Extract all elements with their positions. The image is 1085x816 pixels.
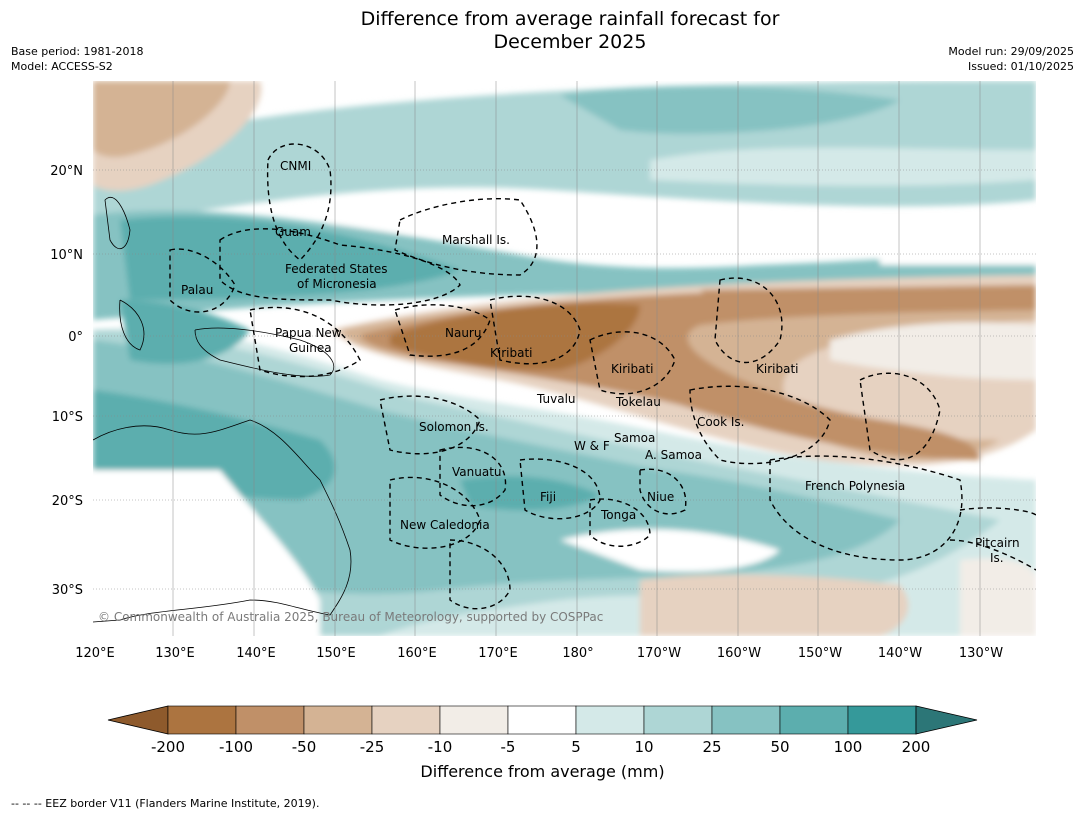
colorbar-tick-label: 10 — [634, 738, 653, 756]
colorbar-tick-label: 5 — [571, 738, 581, 756]
metadata-right: Model run: 29/09/2025 Issued: 01/10/2025 — [948, 44, 1074, 74]
label-wallis-futuna: W & F — [574, 439, 610, 453]
label-kiribati-central: Kiribati — [611, 362, 653, 376]
colorbar-tick-label: 50 — [770, 738, 789, 756]
lon-label: 130°W — [959, 646, 1003, 661]
eez-footnote: -- -- -- EEZ border V11 (Flanders Marine… — [11, 797, 320, 810]
colorbar-tick-label: -100 — [219, 738, 253, 756]
issued-date: Issued: 01/10/2025 — [967, 60, 1074, 73]
lon-label: 140°E — [236, 646, 276, 661]
graticule — [93, 81, 1036, 636]
label-cnmi: CNMI — [280, 159, 311, 173]
colorbar: -200 -100 -50 -25 -10 -5 5 10 25 50 100 200 — [107, 705, 978, 756]
label-vanuatu: Vanuatu — [452, 465, 502, 479]
model-name: Model: ACCESS-S2 — [11, 60, 113, 73]
lat-label: 0° — [68, 330, 83, 345]
colorbar-segment — [439, 705, 509, 735]
lon-label: 180° — [562, 646, 593, 661]
lon-label: 170°E — [478, 646, 518, 661]
label-fsm-2: of Micronesia — [297, 277, 377, 291]
colorbar-extend-high — [915, 705, 978, 735]
colorbar-tick-label: -5 — [501, 738, 516, 756]
lon-label: 120°E — [75, 646, 115, 661]
label-new-caledonia: New Caledonia — [400, 518, 490, 532]
lat-label: 10°N — [50, 248, 83, 263]
longitude-labels: 120°E 130°E 140°E 150°E 160°E 170°E 180°… — [75, 646, 1003, 661]
label-kiribati-east: Kiribati — [756, 362, 798, 376]
label-french-polynesia: French Polynesia — [805, 479, 905, 493]
copyright-notice: © Commonwealth of Australia 2025, Bureau… — [98, 610, 603, 624]
colorbar-segment — [711, 705, 781, 735]
label-tonga: Tonga — [600, 508, 636, 522]
lat-label: 20°S — [52, 494, 83, 509]
colorbar-segment — [507, 705, 577, 735]
colorbar-tick-label: 100 — [834, 738, 863, 756]
label-fiji: Fiji — [540, 490, 556, 504]
colorbar-extend-low — [107, 705, 169, 735]
label-samoa: Samoa — [614, 431, 655, 445]
label-tokelau: Tokelau — [615, 395, 661, 409]
colorbar-tick-label: -50 — [292, 738, 317, 756]
label-niue: Niue — [647, 490, 674, 504]
lon-label: 140°W — [878, 646, 922, 661]
lon-label: 160°E — [397, 646, 437, 661]
lon-label: 150°W — [798, 646, 842, 661]
lon-label: 160°W — [717, 646, 761, 661]
base-period: Base period: 1981-2018 — [11, 45, 144, 58]
colorbar-segment — [779, 705, 849, 735]
chart-title: Difference from average rainfall forecas… — [0, 8, 1085, 54]
label-nauru: Nauru — [445, 326, 481, 340]
label-guam: Guam — [275, 225, 311, 239]
label-palau: Palau — [181, 283, 213, 297]
label-fsm-1: Federated States — [285, 262, 387, 276]
rainfall-field: © Commonwealth of Australia 2025, Bureau… — [93, 81, 1036, 636]
lon-label: 130°E — [155, 646, 195, 661]
metadata-left: Base period: 1981-2018 Model: ACCESS-S2 — [11, 44, 143, 74]
model-run: Model run: 29/09/2025 — [948, 45, 1074, 58]
colorbar-segment — [167, 705, 237, 735]
colorbar-tick-label: -200 — [151, 738, 185, 756]
label-kiribati-west: Kiribati — [490, 346, 532, 360]
colorbar-tick-label: -25 — [360, 738, 385, 756]
label-tuvalu: Tuvalu — [536, 392, 576, 406]
colorbar-segment — [371, 705, 441, 735]
colorbar-tick-label: -10 — [428, 738, 453, 756]
label-png-1: Papua New — [275, 326, 342, 340]
label-png-2: Guinea — [289, 341, 332, 355]
label-pitcairn-2: Is. — [990, 551, 1004, 565]
lat-label: 30°S — [52, 583, 83, 598]
colorbar-segment — [235, 705, 305, 735]
latitude-labels: 20°N 10°N 0° 10°S 20°S 30°S — [50, 164, 83, 598]
label-american-samoa: A. Samoa — [645, 448, 702, 462]
lat-label: 10°S — [52, 410, 83, 425]
colorbar-segment — [303, 705, 373, 735]
label-cook: Cook Is. — [697, 415, 744, 429]
colorbar-segment — [575, 705, 645, 735]
region-labels: CNMI Guam Marshall Is. Federated States … — [181, 159, 1020, 565]
colorbar-title: Difference from average (mm) — [420, 762, 665, 781]
lat-label: 20°N — [50, 164, 83, 179]
title-line-2: December 2025 — [493, 31, 647, 53]
title-line-1: Difference from average rainfall forecas… — [360, 8, 780, 30]
eez-borders — [169, 143, 1036, 610]
label-marshall: Marshall Is. — [442, 233, 510, 247]
colorbar-tick-label: 200 — [902, 738, 931, 756]
label-solomon: Solomon Is. — [419, 420, 489, 434]
lon-label: 170°W — [637, 646, 681, 661]
lon-label: 150°E — [316, 646, 356, 661]
colorbar-tick-label: 25 — [702, 738, 721, 756]
label-pitcairn-1: Pitcairn — [975, 536, 1020, 550]
colorbar-segment — [847, 705, 917, 735]
colorbar-segment — [643, 705, 713, 735]
